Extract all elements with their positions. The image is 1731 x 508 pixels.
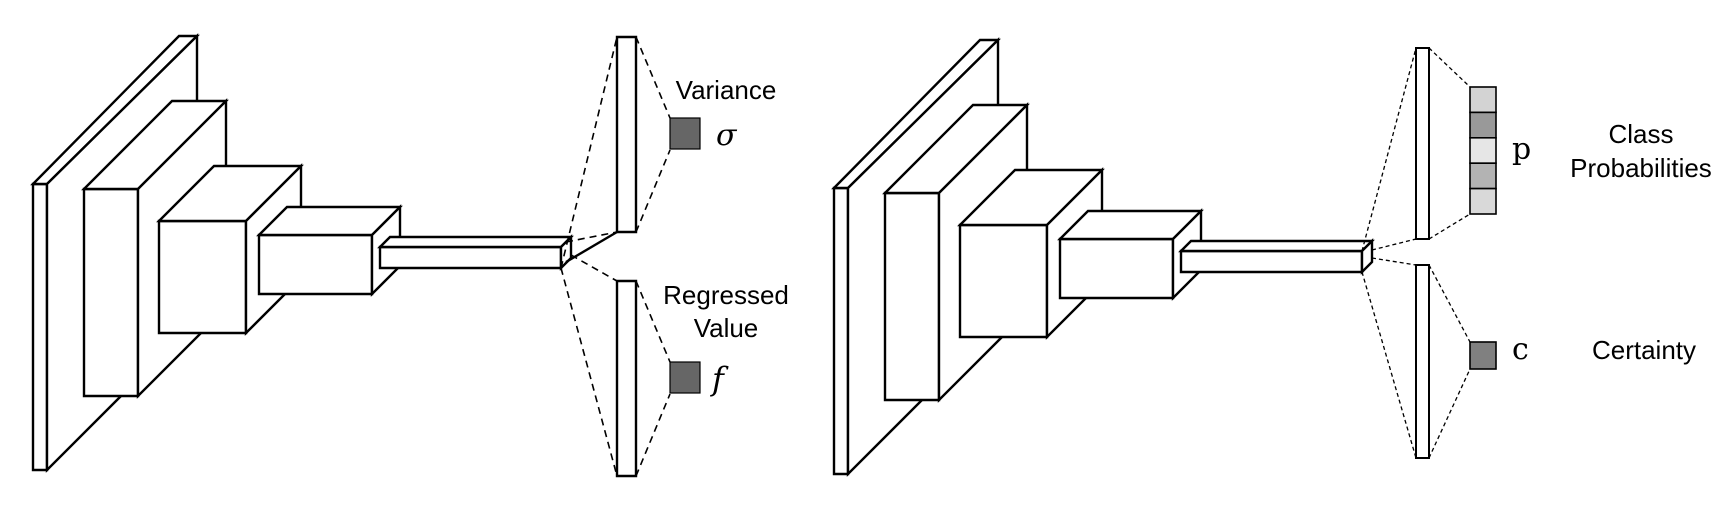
right-cnn-layer-4 [1057, 208, 1204, 301]
variance-dash-bottom [635, 149, 671, 233]
right-class-head [1415, 47, 1430, 240]
variance-output-box [669, 117, 701, 150]
certainty-dot-bottom [1428, 368, 1471, 459]
right-lower-dot-a [1371, 257, 1417, 266]
right-lower-dot-b [1361, 271, 1417, 459]
left-variance-head [615, 35, 638, 234]
left-network: Variance σ Regressed Value f [30, 33, 789, 478]
right-upper-dot-b [1371, 238, 1417, 251]
c-symbol: c [1512, 332, 1529, 367]
certainty-label: Certainty [1592, 335, 1696, 365]
left-upper-dash-b [560, 36, 618, 269]
sigma-symbol: σ [716, 118, 738, 153]
left-lower-dash-b [560, 267, 618, 477]
regressed-dash-bottom [635, 393, 671, 477]
probability-cell [1469, 187, 1497, 215]
regressed-label-line2: Value [694, 313, 759, 343]
probability-cell [1469, 137, 1497, 165]
right-certainty-head [1415, 264, 1430, 459]
probability-cell [1469, 111, 1497, 139]
certainty-output-box [1469, 341, 1497, 370]
right-network: p Class Probabilities c Certainty [831, 37, 1712, 477]
left-upper-dash-a [565, 231, 618, 243]
f-symbol: f [710, 360, 729, 398]
class-probability-cells [1469, 86, 1497, 215]
class-dot-top [1428, 47, 1471, 88]
certainty-dot-top [1428, 264, 1471, 343]
variance-dash-top [635, 36, 671, 119]
left-lower-dash-a [570, 254, 618, 282]
probability-cell [1469, 86, 1497, 114]
p-symbol: p [1512, 132, 1531, 167]
left-feature-vector [377, 234, 574, 271]
class-label-line2: Probabilities [1570, 153, 1712, 183]
right-feature-vector [1178, 238, 1375, 275]
regressed-label-line1: Regressed [663, 280, 789, 310]
regressed-dash-top [635, 280, 671, 363]
class-dot-bottom [1428, 213, 1471, 240]
probability-cell [1469, 162, 1497, 190]
right-upper-dot-a [1361, 47, 1417, 252]
class-label-line1: Class [1608, 119, 1673, 149]
left-regression-head [615, 279, 638, 478]
regressed-output-box [669, 361, 701, 394]
variance-label: Variance [676, 75, 777, 105]
